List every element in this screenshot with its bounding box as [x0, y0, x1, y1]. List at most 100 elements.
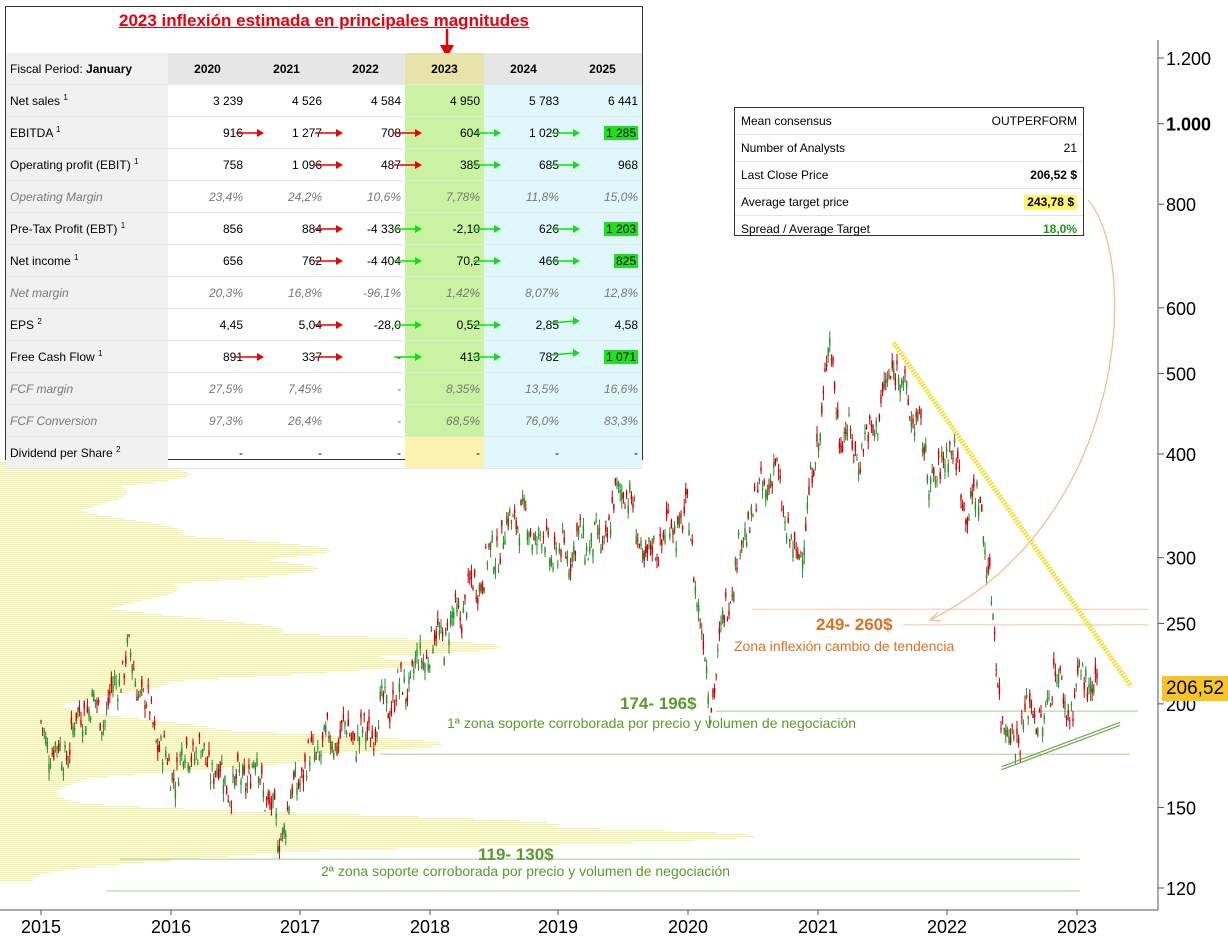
row-value: 20,3% [168, 276, 247, 309]
row-value: 968 [552, 148, 642, 181]
candle-body [286, 808, 289, 810]
candle-body [995, 669, 997, 671]
candle-body [470, 571, 473, 579]
candle-body [374, 729, 377, 738]
candle-body [701, 630, 703, 635]
candle-body [161, 762, 164, 765]
candle-body [441, 631, 444, 637]
candle-body [278, 845, 281, 852]
green-arrow-icon [473, 128, 501, 137]
candle-body [419, 643, 421, 649]
candle-body [749, 530, 751, 533]
row-value: 3 239 [168, 84, 247, 117]
candle-body [1040, 713, 1042, 718]
volume-profile-bar [0, 678, 219, 680]
row-value: 1 029 [473, 116, 563, 149]
volume-profile-bar [0, 866, 96, 868]
candle-body [435, 631, 437, 640]
row-label: FCF margin [6, 372, 168, 405]
candle-body [406, 695, 409, 702]
candle-body [1062, 697, 1065, 705]
candle-body [233, 777, 236, 787]
candle-body [846, 432, 849, 436]
volume-profile-bar [0, 590, 177, 592]
candle-body [574, 551, 577, 556]
candle-body [944, 464, 946, 472]
candle-body [763, 480, 765, 485]
candle-body [126, 637, 129, 643]
candle-body [155, 740, 157, 743]
row-value: 604 [394, 116, 484, 149]
volume-profile-bar [0, 834, 749, 836]
candle-body [93, 693, 95, 701]
candle-body [65, 754, 68, 761]
candle-body [216, 768, 218, 776]
candle-body [1001, 716, 1004, 718]
row-value: 13,5% [484, 372, 563, 405]
candle-body [673, 525, 676, 533]
candle-body [893, 368, 895, 378]
candle-body [363, 713, 365, 716]
candle-body [448, 639, 450, 646]
volume-profile-bar [0, 774, 133, 776]
volume-profile-bar [0, 512, 88, 514]
volume-profile-bar [0, 632, 282, 634]
consensus-label: Average target price [741, 195, 849, 209]
candle-body [531, 545, 533, 551]
candle-body [896, 360, 898, 365]
resistance-trendline [891, 341, 1134, 688]
volume-profile-bar [0, 522, 150, 524]
green-arrow-icon [552, 160, 580, 169]
candle-body [283, 824, 285, 834]
candle-body [1056, 681, 1058, 684]
candle-body [224, 775, 226, 785]
candle-body [920, 409, 922, 419]
candle-body [45, 736, 47, 744]
row-value: 1 285 [552, 116, 642, 149]
candle-body [1003, 728, 1005, 730]
candle-body [121, 660, 124, 662]
candle-body [550, 558, 553, 566]
candle-body [208, 750, 210, 756]
candle-body [845, 428, 847, 435]
candle-body [632, 503, 634, 509]
candle-body [745, 542, 748, 547]
candle-body [1081, 664, 1084, 666]
candle-body [1067, 709, 1069, 716]
candle-body [825, 364, 828, 367]
candle-body [1070, 703, 1073, 705]
candle-body [553, 536, 556, 545]
volume-profile-bar [0, 588, 179, 590]
candle-body [638, 543, 641, 545]
volume-profile-bar [0, 818, 475, 820]
volume-profile-bar [0, 536, 197, 538]
candle-body [241, 766, 244, 776]
candle-body [921, 448, 924, 452]
volume-profile-bar [0, 494, 126, 496]
candle-body [141, 679, 143, 688]
consensus-label: Number of Analysts [741, 141, 846, 155]
candle-body [281, 828, 284, 835]
candle-body [603, 536, 605, 538]
candle-body [734, 558, 737, 566]
volume-profile-bar [0, 880, 33, 882]
volume-profile-bar [0, 806, 140, 808]
candle-body [912, 418, 914, 424]
candle-body [699, 624, 701, 626]
candle-body [280, 839, 282, 841]
row-value: 5 783 [484, 84, 563, 117]
row-value: 884 [247, 212, 326, 245]
candle-body [169, 789, 172, 791]
candle-body [878, 414, 881, 421]
financials-table: Fiscal Period: January 2020 2021 2022 2023 20… [6, 53, 642, 469]
volume-profile-bar [0, 628, 282, 630]
financial-row: FCF margin 27,5% 7,45% -8,35% 13,5% 16,6% [6, 372, 642, 405]
candle-body [720, 621, 722, 625]
volume-profile-bar [0, 854, 254, 856]
candle-body [40, 720, 42, 722]
volume-profile-bar [0, 516, 111, 518]
candle-body [358, 737, 361, 746]
candle-body [1088, 684, 1090, 688]
row-value: -4 336 [315, 212, 405, 245]
